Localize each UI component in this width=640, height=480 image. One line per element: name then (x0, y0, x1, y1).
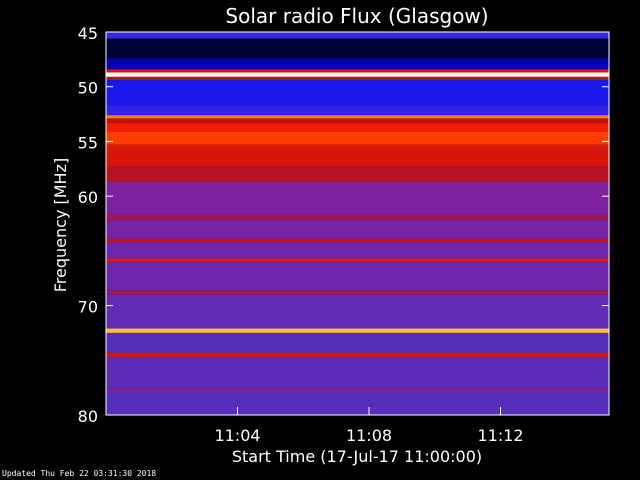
frequency-band-7 (106, 105, 609, 116)
plot-frame (105, 31, 610, 416)
frequency-band-11 (106, 131, 609, 145)
frequency-band-4 (106, 72, 609, 77)
plot-area (106, 32, 609, 415)
y-tick-label: 80 (78, 407, 98, 426)
y-tick-label: 50 (78, 79, 98, 98)
frequency-band-18 (106, 242, 609, 259)
frequency-band-12 (106, 144, 609, 167)
frequency-band-5 (106, 76, 609, 81)
y-tick-label: 55 (78, 133, 98, 152)
frequency-band-21 (106, 290, 609, 295)
frequency-band-0 (106, 32, 609, 39)
frequency-band-20 (106, 261, 609, 291)
frequency-band-19 (106, 258, 609, 262)
y-tick-label: 60 (78, 188, 98, 207)
y-tick-label: 45 (78, 24, 98, 43)
frequency-band-25 (106, 352, 609, 358)
frequency-band-13 (106, 166, 609, 182)
frequency-band-6 (106, 80, 609, 106)
frequency-band-15 (106, 214, 609, 221)
frequency-band-2 (106, 58, 609, 70)
frequency-band-1 (106, 38, 609, 59)
updated-timestamp: Updated Thu Feb 22 03:31:30 2018 (2, 469, 157, 478)
frequency-band-8 (106, 115, 609, 119)
frequency-band-23 (106, 328, 609, 333)
x-axis-label: Start Time (17-Jul-17 11:00:00) (232, 447, 482, 466)
axis-ticks: 45 50 55 60 70 80 11:04 11:08 11:12 (78, 24, 609, 445)
frequency-band-28 (106, 392, 609, 415)
x-tick-label: 11:04 (214, 426, 260, 445)
chart-title: Solar radio Flux (Glasgow) (225, 4, 488, 28)
frequency-band-22 (106, 294, 609, 329)
frequency-band-3 (106, 69, 609, 73)
frequency-band-10 (106, 122, 609, 132)
frequency-band-14 (106, 181, 609, 215)
y-axis-label: Frequency [MHz] (51, 158, 70, 292)
frequency-band-27 (106, 388, 609, 393)
y-tick-label: 70 (78, 298, 98, 317)
frequency-band-16 (106, 220, 609, 239)
x-tick-label: 11:12 (477, 426, 523, 445)
frequency-band-17 (106, 238, 609, 243)
frequency-band-26 (106, 357, 609, 389)
frequency-band-24 (106, 332, 609, 353)
frequency-band-9 (106, 118, 609, 123)
x-tick-label: 11:08 (346, 426, 392, 445)
